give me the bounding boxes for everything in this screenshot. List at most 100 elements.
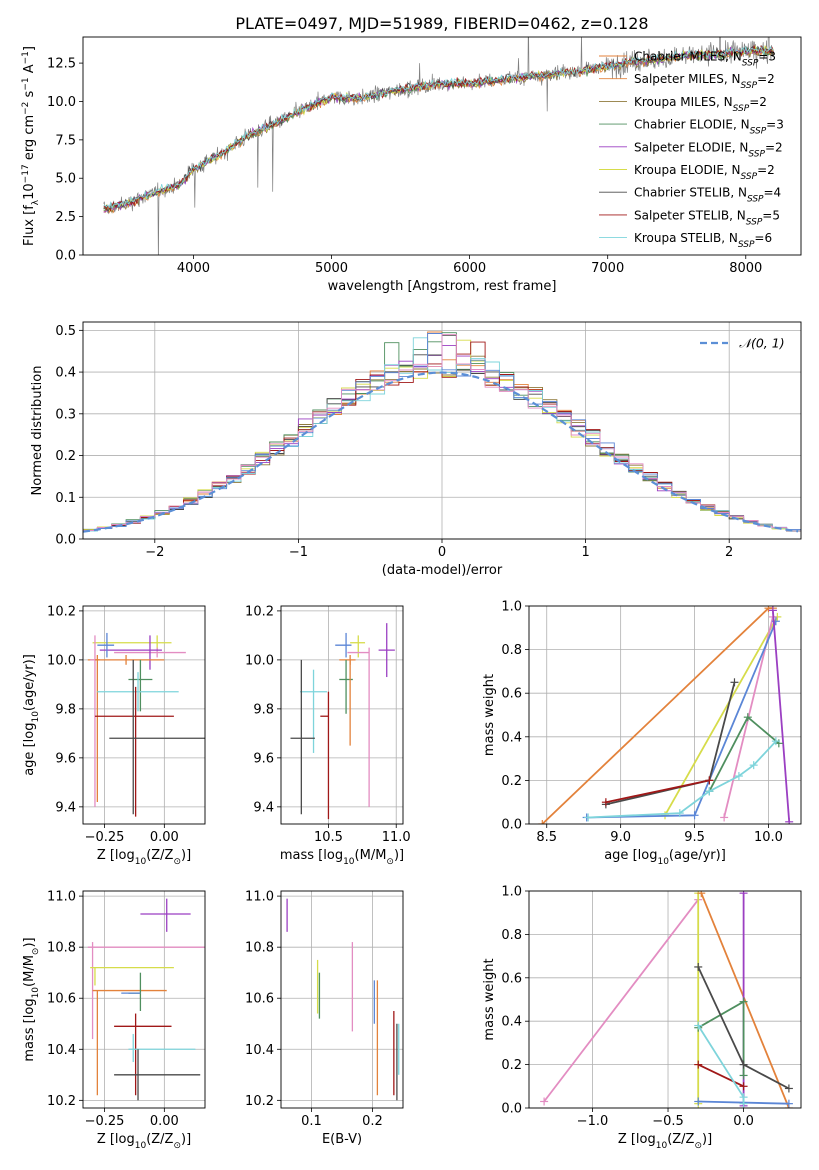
errorbar-point [347, 647, 370, 807]
axes: −1.0 −0.5 0.0 0.0 0.2 0.4 0.6 0.8 1.0 Z [log10(Z/… [482, 885, 802, 1151]
x-tick-label: −0.25 [85, 1114, 125, 1129]
x-tick-label: 0.2 [362, 1114, 383, 1129]
errorbar-point [99, 635, 162, 670]
x-tick-label: 5000 [315, 261, 348, 276]
axes-frame [280, 605, 404, 825]
weight-marker [739, 891, 748, 898]
errorbar-point [128, 659, 153, 712]
x-tick-label: 7000 [591, 261, 624, 276]
y-tick-label: 1.0 [501, 600, 522, 615]
plot-content [286, 898, 400, 1101]
weight-line [697, 1063, 744, 1088]
weight-marker [694, 1060, 703, 1069]
weight-marker [785, 817, 794, 824]
weight-marker [675, 809, 684, 818]
errorbar-point [335, 632, 352, 658]
x-tick-label: 10.5 [314, 830, 343, 845]
x-tick-label: 0 [438, 545, 446, 560]
x-tick-label: 0.00 [150, 830, 179, 845]
axes: −0.25 0.00 10.2 10.4 10.6 10.8 11.0 Z [log10(Z/… [22, 890, 206, 1151]
x-tick-label: 8.5 [536, 830, 557, 845]
plot-content [540, 891, 793, 1108]
errorbar-point [97, 672, 179, 712]
y-tick-label: 10.0 [47, 653, 76, 668]
axes: 10.5 11.0 9.4 9.6 9.8 10.0 10.2 mass [log10(M/M… [245, 604, 411, 867]
x-axis-label: Z [log10(Z/Z⊙)] [618, 1132, 712, 1151]
y-tick-label: 10.2 [47, 604, 76, 619]
x-tick-label: 2 [725, 545, 733, 560]
y-tick-label: 0.0 [55, 533, 76, 548]
y-axis-label: mass [log10(M/M⊙)] [22, 937, 41, 1061]
weight-marker [743, 713, 752, 722]
weight-marker [720, 813, 729, 822]
axes: −2 −1 0 1 2 0.0 0.1 0.2 0.3 0.4 0.5 (data-model)/er… [30, 321, 802, 578]
gridlines [281, 891, 403, 1108]
y-tick-label: 10.6 [245, 992, 274, 1007]
plot-content [87, 632, 205, 817]
y-axis-label: mass weight [482, 958, 497, 1040]
y-tick-label: 10.2 [47, 1094, 76, 1109]
y-tick-label: 0.2 [501, 1058, 522, 1073]
legend: Chabrier MILES, NSSP=3 Salpeter MILES, NS… [599, 50, 784, 250]
mass-vs-metallicity-panel: −0.25 0.00 10.2 10.4 10.6 10.8 11.0 Z [log10(Z/… [22, 890, 206, 1151]
x-tick-label: 9.5 [684, 830, 705, 845]
plot-content [103, 37, 774, 255]
y-tick-label: 10.0 [47, 95, 76, 110]
x-tick-label: −1.0 [577, 1114, 609, 1129]
weight-marker [601, 798, 610, 807]
y-tick-label: 7.5 [55, 133, 76, 148]
x-axis-label: E(B-V) [322, 1132, 362, 1147]
weight-series [582, 617, 780, 822]
weight-marker [739, 1071, 748, 1080]
axes-frame [528, 605, 802, 825]
weight-marker [749, 761, 758, 770]
y-tick-label: 11.0 [47, 890, 76, 905]
x-tick-label: 6000 [453, 261, 486, 276]
legend-entry: Kroupa STELIB, NSSP=6 [634, 231, 772, 250]
plot-area [83, 37, 801, 255]
plot-content [83, 331, 801, 533]
x-tick-label: −1 [289, 545, 308, 560]
x-axis-label: Z [log10(Z/Z⊙)] [97, 1132, 191, 1151]
mass-weight-vs-age-panel: 8.5 9.0 9.5 10.0 0.0 0.2 0.4 0.6 0.8 1.0 age [log1… [482, 600, 802, 867]
plot-area [529, 606, 801, 824]
y-axis-label: age [log10(age/yr)] [22, 654, 41, 776]
y-tick-label: 2.5 [55, 210, 76, 225]
plot-area [83, 606, 205, 824]
errorbar-point [378, 623, 395, 678]
weight-marker [538, 820, 547, 824]
weight-marker [771, 737, 780, 746]
weight-series [694, 997, 748, 1080]
weight-marker [739, 1060, 748, 1069]
weight-marker [768, 606, 777, 615]
y-tick-label: 9.4 [253, 800, 274, 815]
y-tick-label: 9.8 [55, 702, 76, 717]
y-tick-label: 0.6 [501, 687, 522, 702]
plot-content [290, 623, 395, 820]
weight-series [601, 776, 714, 807]
mass-vs-extinction-panel: 0.1 0.2 10.2 10.4 10.6 10.8 11.0 E(B-V) [245, 890, 404, 1147]
y-tick-label: 0.3 [55, 407, 76, 422]
plot-content [538, 606, 794, 824]
y-tick-label: 10.4 [47, 1043, 76, 1058]
y-tick-label: 0.4 [55, 366, 76, 381]
errorbar-point [128, 1033, 196, 1063]
model-spectrum [103, 45, 774, 210]
weight-marker [739, 1099, 748, 1108]
figure-title: PLATE=0497, MJD=51989, FIBERID=0462, z=0… [235, 14, 648, 33]
axes-frame [82, 36, 802, 256]
x-tick-label: 0.0 [733, 1114, 754, 1129]
legend-entry: 𝒩(0, 1) [739, 336, 785, 351]
weight-line [664, 616, 779, 816]
axes: 4000 5000 6000 7000 8000 0.0 2.5 5.0 7.5 10.0 12.5… [21, 36, 802, 294]
weight-series [584, 737, 780, 822]
weight-marker [705, 776, 714, 785]
y-tick-label: 0.0 [55, 249, 76, 264]
errorbar-point [97, 632, 115, 658]
model-spectrum [103, 44, 774, 212]
errorbar-point [94, 686, 174, 817]
axes-frame [528, 890, 802, 1109]
legend-entry: Salpeter ELODIE, NSSP=2 [634, 140, 783, 159]
normal-reference-curve [83, 371, 799, 533]
weight-line [605, 779, 710, 804]
